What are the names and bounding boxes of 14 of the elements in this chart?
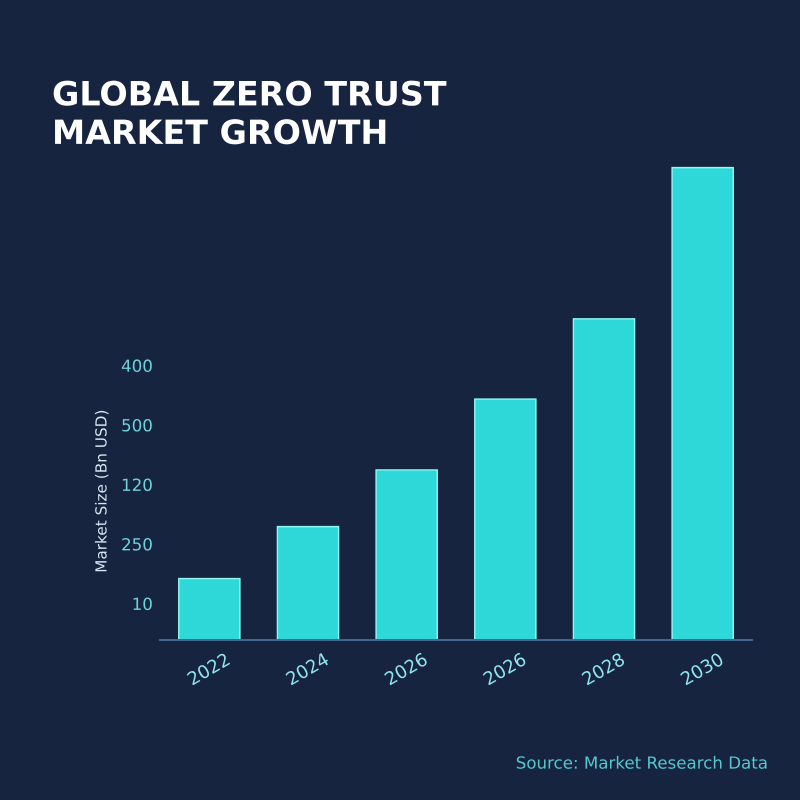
bar bbox=[276, 526, 340, 640]
text: 400 bbox=[122, 359, 152, 372]
bar bbox=[178, 578, 241, 640]
source-note: Source: Market Research Data bbox=[516, 756, 766, 769]
text: 10 bbox=[134, 598, 152, 610]
text: 120 bbox=[122, 478, 152, 492]
y-axis-title: Market Size (Bn USD) bbox=[94, 410, 109, 572]
chart-title: GLOBAL ZERO TRUST MARKET GROWTH bbox=[54, 80, 446, 144]
text: 250 bbox=[122, 538, 152, 551]
text: 500 bbox=[122, 418, 152, 432]
bar bbox=[474, 398, 537, 640]
bar bbox=[572, 318, 636, 640]
bar bbox=[671, 166, 734, 640]
bar bbox=[375, 469, 438, 640]
